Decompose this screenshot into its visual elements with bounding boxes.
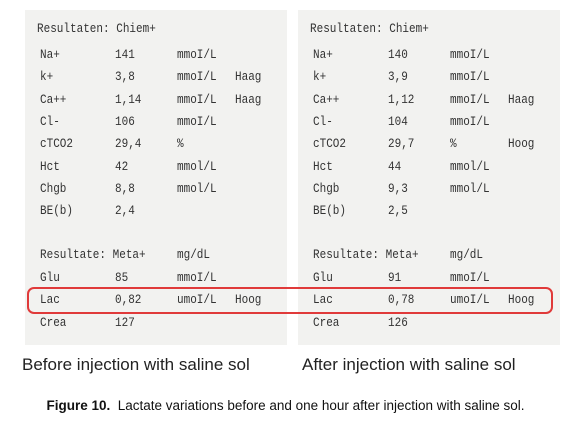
field-unit: mmoI/L (450, 92, 490, 107)
field-name: Glu (40, 271, 60, 285)
field-unit: % (177, 137, 184, 152)
field-value: 140 (388, 48, 408, 62)
field-flag: Hoog (508, 293, 535, 308)
field-name: Na+ (313, 48, 333, 62)
panel-title: Resultaten: Chiem+ (310, 22, 429, 36)
field-unit: mmoI/L (177, 114, 217, 129)
section-unit: mg/dL (450, 248, 484, 262)
panel-label: Before injection with saline sol (22, 355, 250, 374)
field-value: 85 (115, 271, 129, 285)
field-unit: mmoI/L (450, 114, 490, 129)
field-name: Ca++ (313, 92, 340, 107)
field-value: 8,8 (115, 181, 135, 196)
field-value: 3,8 (115, 70, 135, 85)
field-name: Cl- (313, 114, 333, 129)
field-name: Cl- (40, 114, 60, 129)
field-name: Crea (40, 315, 67, 330)
field-flag: Haag (235, 92, 262, 107)
field-unit: umoI/L (450, 293, 490, 308)
section-unit: mg/dL (177, 248, 211, 262)
panel-label: After injection with saline sol (302, 355, 516, 374)
field-value: 9,3 (388, 181, 408, 196)
field-unit: % (450, 137, 457, 152)
field-value: 2,4 (115, 204, 135, 219)
field-name: Lac (40, 293, 60, 308)
field-unit: umoI/L (177, 293, 217, 308)
field-flag: Haag (508, 92, 535, 107)
field-flag: Hoog (508, 137, 535, 152)
field-name: BE(b) (313, 204, 347, 219)
field-name: cTCO2 (313, 137, 347, 152)
field-name: Hct (40, 159, 60, 174)
field-name: Chgb (40, 181, 67, 196)
field-unit: mmoI/L (450, 70, 490, 85)
field-value: 104 (388, 114, 408, 129)
printout-after: Resultaten: Chiem+ Na+ 140 mmoI/L k+ 3,9 mmoI/… (298, 10, 560, 345)
field-value: 91 (388, 271, 402, 285)
field-value: 126 (388, 315, 408, 330)
field-value: 127 (115, 315, 135, 330)
lac-highlight (27, 287, 553, 314)
field-name: BE(b) (40, 204, 74, 219)
field-value: 42 (115, 159, 129, 174)
field-unit: mmoI/L (177, 92, 217, 107)
field-name: Crea (313, 315, 340, 330)
field-value: 44 (388, 159, 402, 174)
field-value: 1,12 (388, 92, 415, 107)
field-unit: mmoI/L (177, 48, 217, 62)
field-name: Na+ (40, 48, 60, 62)
section-header: Resultate: Meta+ (313, 248, 419, 262)
field-flag: Haag (235, 70, 262, 85)
field-flag: Hoog (235, 293, 262, 308)
field-name: Lac (313, 293, 333, 308)
field-name: k+ (313, 70, 327, 85)
field-unit: mmol/L (450, 159, 490, 174)
field-name: Chgb (313, 181, 340, 196)
field-value: 29,7 (388, 137, 415, 152)
field-unit: mmoI/L (177, 271, 217, 285)
caption-text: Lactate variations before and one hour a… (117, 398, 525, 413)
field-unit: mmol/L (177, 181, 217, 196)
field-value: 0,82 (115, 293, 142, 308)
field-unit: mmol/L (177, 159, 217, 174)
field-name: Hct (313, 159, 333, 174)
caption-label: Figure 10. (46, 398, 111, 413)
field-unit: mmoI/L (450, 271, 490, 285)
field-value: 0,78 (388, 293, 415, 308)
field-value: 106 (115, 114, 135, 129)
field-value: 141 (115, 48, 135, 62)
section-header: Resultate: Meta+ (40, 248, 146, 262)
field-name: k+ (40, 70, 54, 85)
field-value: 2,5 (388, 204, 408, 219)
field-unit: mmoI/L (450, 48, 490, 62)
field-value: 3,9 (388, 70, 408, 85)
panel-title: Resultaten: Chiem+ (37, 22, 156, 36)
field-value: 1,14 (115, 92, 142, 107)
field-value: 29,4 (115, 137, 142, 152)
caption: Figure 10. Lactate variations before and… (0, 398, 571, 413)
field-unit: mmol/L (450, 181, 490, 196)
field-name: Glu (313, 271, 333, 285)
field-name: cTCO2 (40, 137, 74, 152)
field-unit: mmoI/L (177, 70, 217, 85)
printout-before: Resultaten: Chiem+ Na+ 141 mmoI/L k+ 3,8 mmoI/… (25, 10, 287, 345)
field-name: Ca++ (40, 92, 67, 107)
